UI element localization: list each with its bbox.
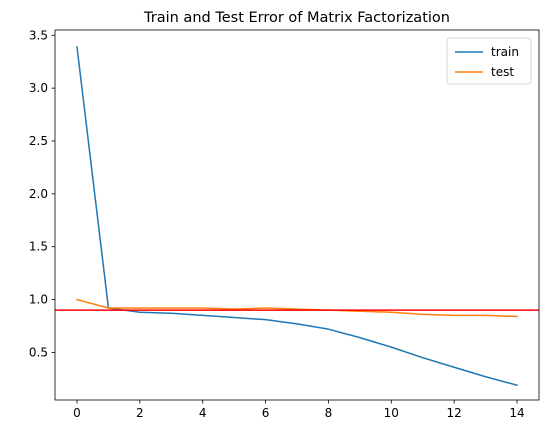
legend: train test [446, 37, 532, 85]
legend-label-train: train [491, 45, 519, 59]
x-tick-label: 12 [447, 406, 462, 420]
x-axis: 0 2 4 6 8 10 12 14 [73, 400, 525, 420]
y-tick-label: 2.5 [29, 134, 48, 148]
y-tick-label: 3.0 [29, 81, 48, 95]
y-tick-label: 0.5 [29, 345, 48, 359]
plot-content [55, 46, 539, 387]
series-line-test [76, 298, 518, 318]
x-tick-label: 2 [136, 406, 144, 420]
y-tick-label: 1.5 [29, 240, 48, 254]
chart-title: Train and Test Error of Matrix Factoriza… [143, 10, 450, 26]
series-line-train [76, 46, 518, 387]
axes-frame [54, 29, 540, 401]
x-tick-label: 8 [325, 406, 333, 420]
y-tick-label: 1.0 [29, 293, 48, 307]
x-tick-label: 14 [509, 406, 524, 420]
x-tick-label: 6 [262, 406, 270, 420]
y-tick-label: 2.0 [29, 187, 48, 201]
x-tick-label: 10 [384, 406, 399, 420]
x-tick-label: 4 [199, 406, 207, 420]
legend-label-test: test [491, 65, 514, 79]
y-axis: 0.5 1.0 1.5 2.0 2.5 3.0 3.5 [29, 28, 55, 359]
x-tick-label: 0 [73, 406, 81, 420]
y-tick-label: 3.5 [29, 28, 48, 42]
